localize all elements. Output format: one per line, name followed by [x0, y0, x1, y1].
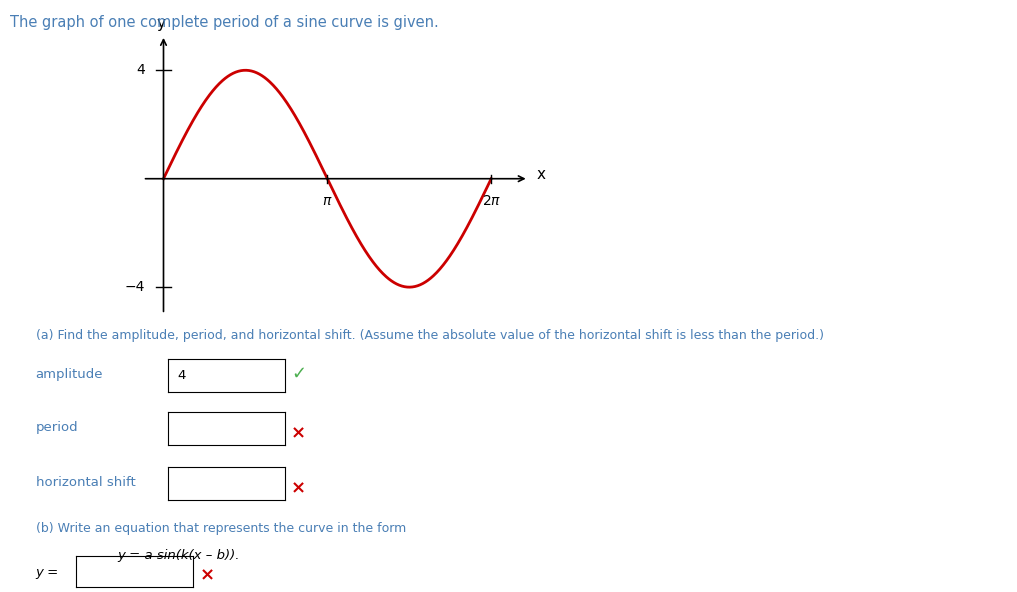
- Text: x: x: [536, 167, 545, 182]
- Text: amplitude: amplitude: [36, 368, 103, 381]
- Text: −4: −4: [125, 280, 145, 294]
- Text: (b) Write an equation that represents the curve in the form: (b) Write an equation that represents th…: [36, 522, 406, 535]
- Text: (a) Find the amplitude, period, and horizontal shift. (Assume the absolute value: (a) Find the amplitude, period, and hori…: [36, 329, 824, 342]
- Text: period: period: [36, 421, 78, 434]
- Text: horizontal shift: horizontal shift: [36, 476, 135, 489]
- Text: ×: ×: [291, 480, 306, 497]
- Text: 4: 4: [136, 63, 145, 78]
- Text: ×: ×: [199, 567, 215, 584]
- Text: y =: y =: [36, 566, 59, 579]
- Text: y = a sin(k(x – b)).: y = a sin(k(x – b)).: [117, 549, 239, 562]
- Text: $\pi$: $\pi$: [322, 194, 333, 208]
- Text: ×: ×: [291, 424, 306, 442]
- Text: The graph of one complete period of a sine curve is given.: The graph of one complete period of a si…: [10, 15, 439, 30]
- Text: ✓: ✓: [291, 365, 306, 383]
- Text: y: y: [157, 16, 166, 31]
- Text: $2\pi$: $2\pi$: [481, 194, 501, 208]
- Text: 4: 4: [177, 369, 185, 382]
